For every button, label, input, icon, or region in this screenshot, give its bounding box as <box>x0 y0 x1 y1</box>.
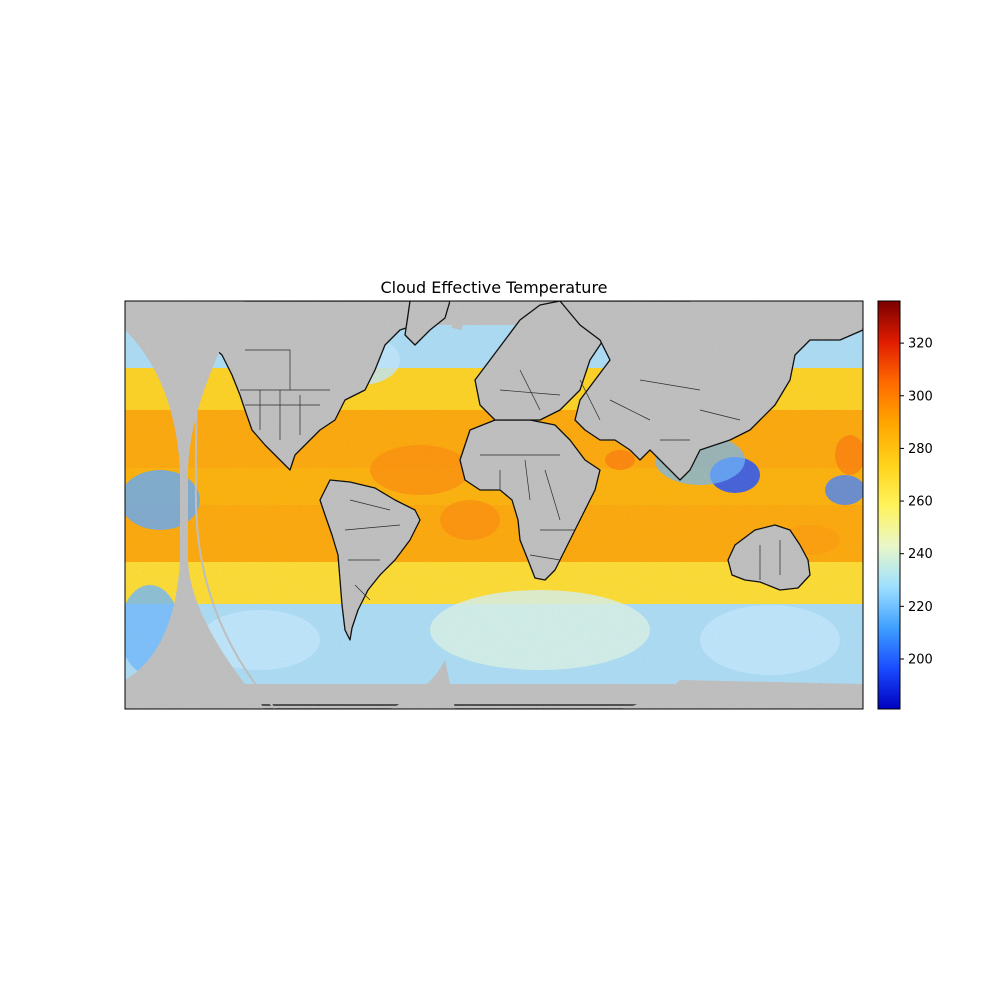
border-line <box>245 349 291 390</box>
colorbar-ticks: 200 220 240 260 280 300 320 <box>900 337 933 667</box>
colorbar-tick-label: 260 <box>908 495 933 510</box>
border-line <box>499 369 741 441</box>
colorbar: 200 220 240 260 280 300 320 <box>877 300 933 710</box>
map-title: Cloud Effective Temperature <box>380 278 607 297</box>
colorbar-gradient <box>878 301 900 709</box>
border-line <box>245 390 320 440</box>
colorbar-tick-label: 320 <box>908 337 933 352</box>
colorbar-tick-label: 240 <box>908 547 933 562</box>
texture-overlay <box>125 301 863 709</box>
colorbar-tick-label: 220 <box>908 600 933 615</box>
colorbar-tick-label: 300 <box>908 389 933 404</box>
colorbar-tick-label: 280 <box>908 442 933 457</box>
map-frame <box>124 300 864 710</box>
border-line <box>344 499 401 601</box>
map-panel <box>125 301 863 709</box>
border-line <box>759 540 781 580</box>
colorbar-frame <box>877 300 901 710</box>
colorbar-tick-label: 200 <box>908 652 933 667</box>
country-borders <box>240 349 781 601</box>
border-line <box>480 454 575 561</box>
